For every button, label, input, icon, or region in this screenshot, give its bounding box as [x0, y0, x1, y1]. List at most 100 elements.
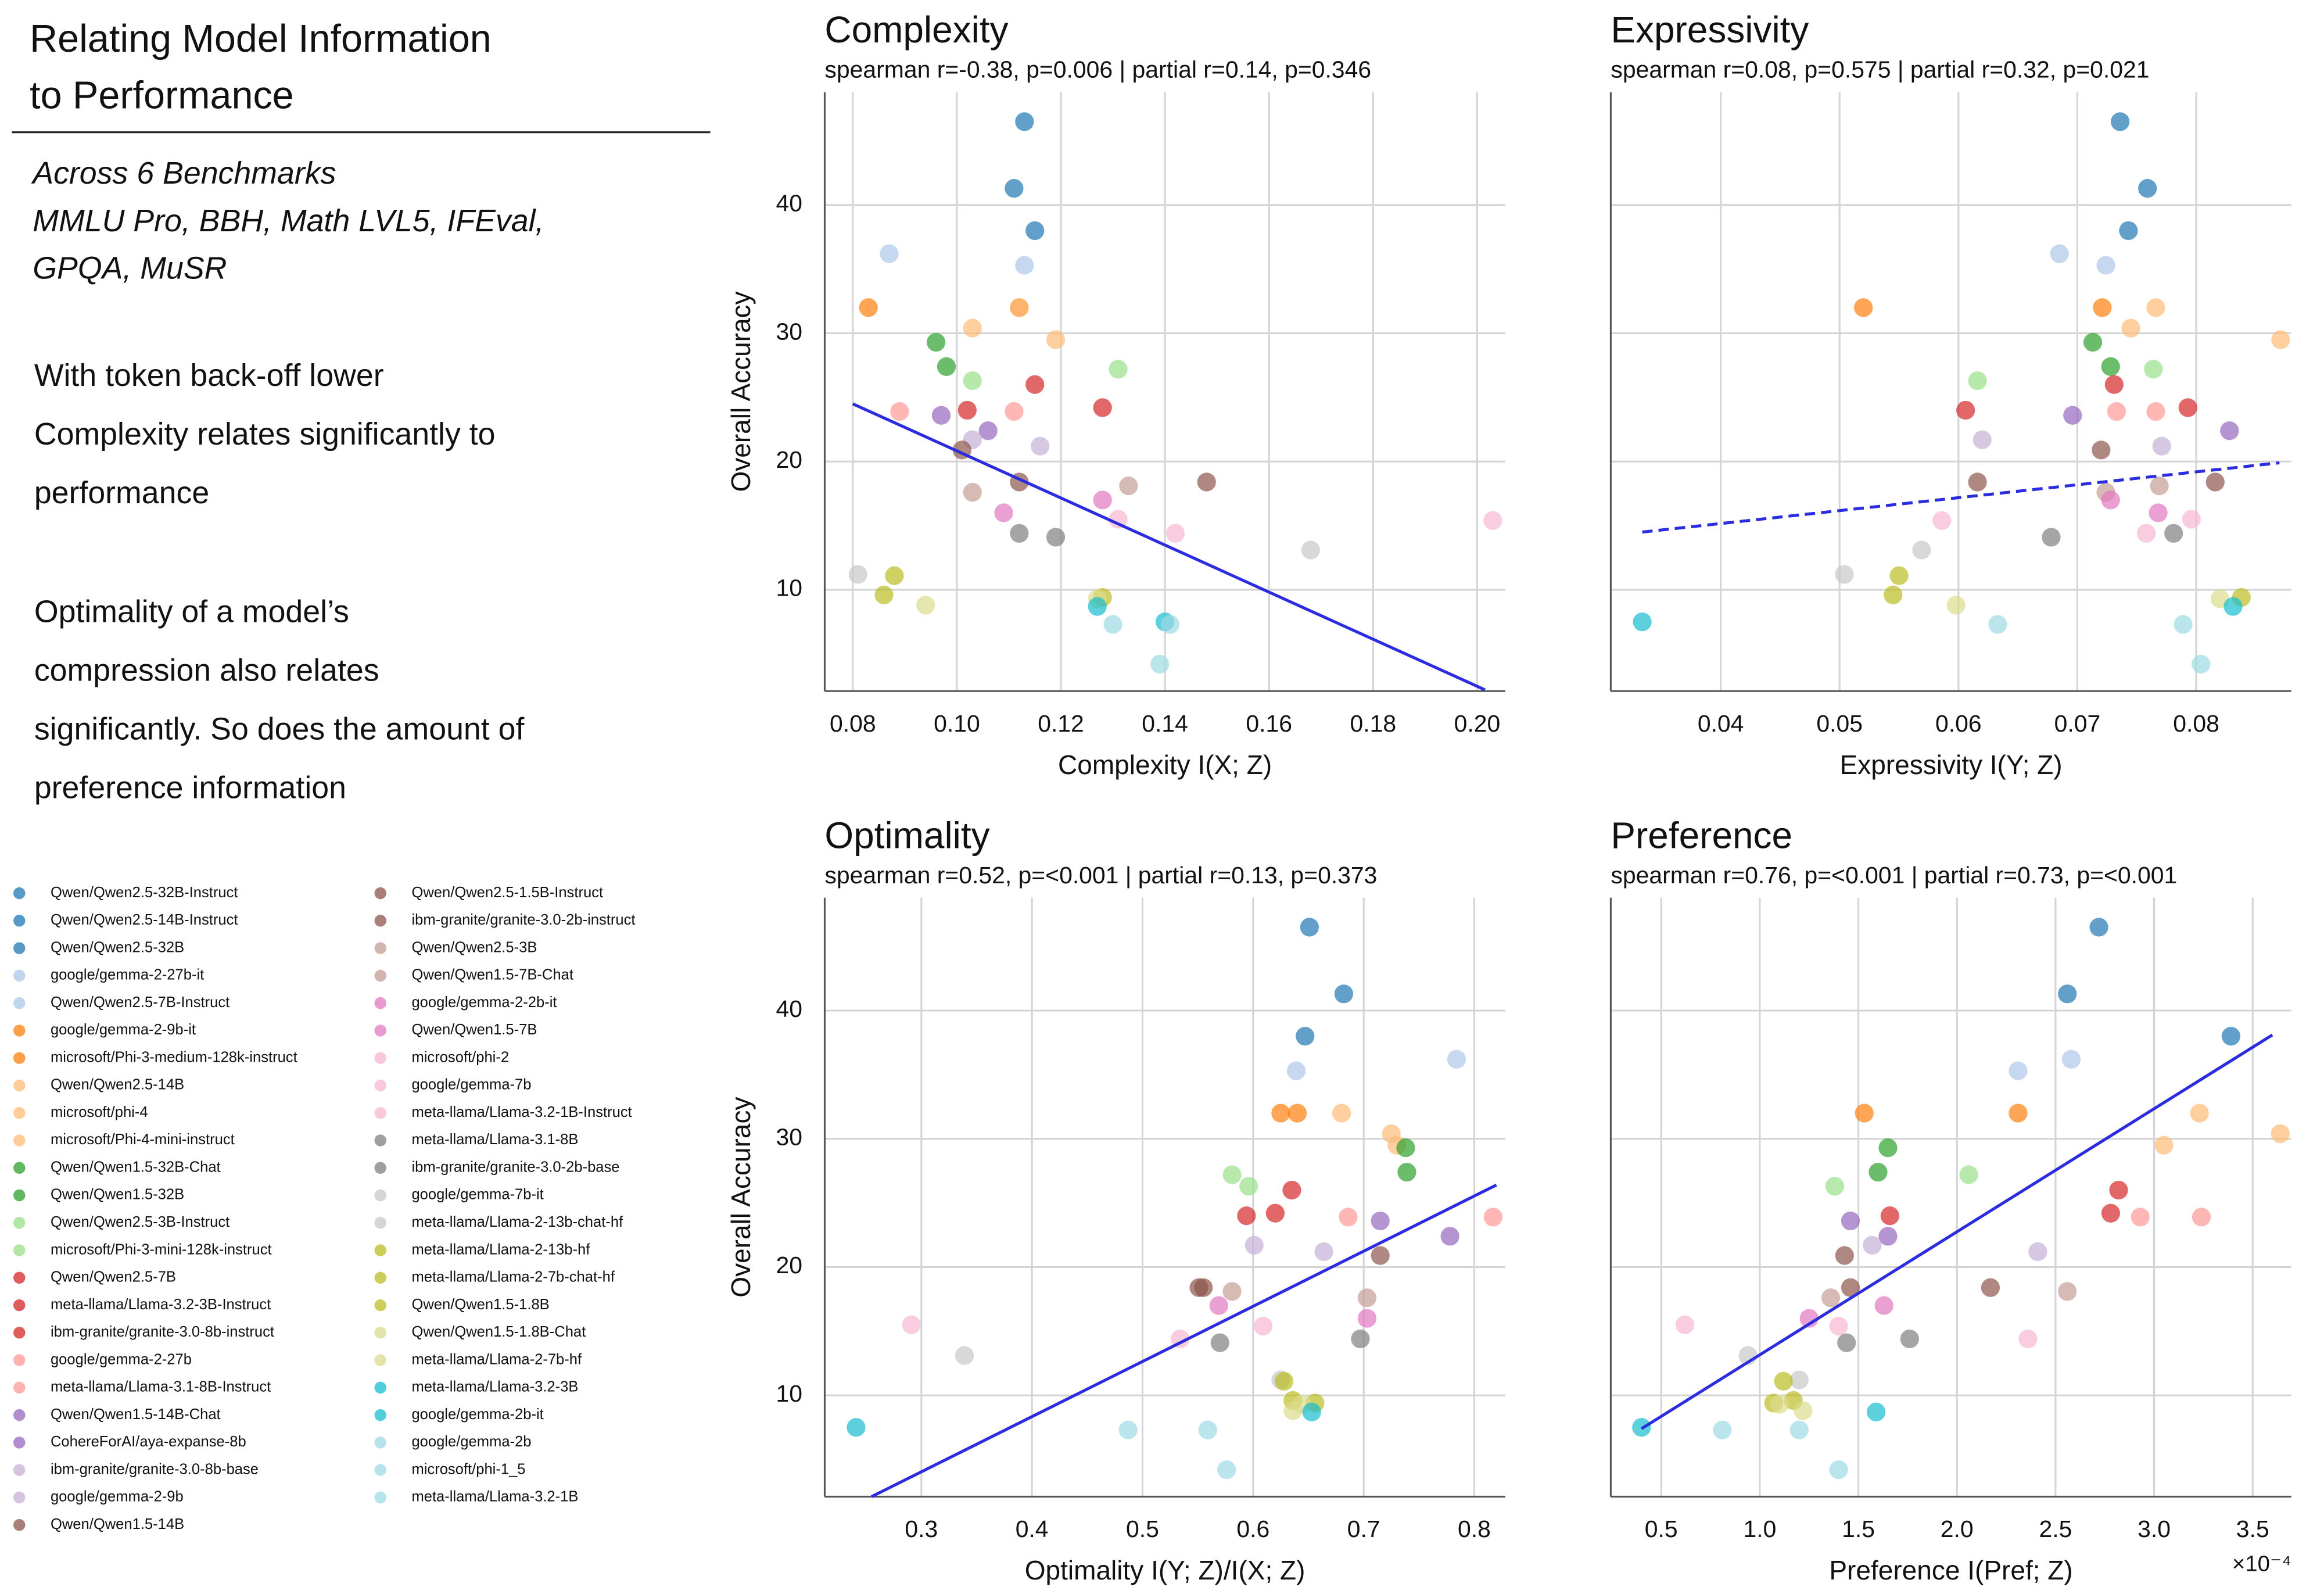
note-line: significantly. So does the amount of	[34, 712, 525, 747]
y-tick-label: 40	[776, 995, 803, 1022]
legend-marker	[13, 1189, 26, 1202]
note-line: Optimality of a model’s	[34, 594, 349, 629]
fit-line	[1642, 461, 2280, 534]
data-point	[2042, 528, 2061, 547]
legend-label: google/gemma-2-2b-it	[411, 994, 557, 1011]
legend-marker	[374, 1409, 386, 1421]
data-point	[2149, 503, 2168, 522]
legend-label: ibm-granite/granite-3.0-8b-instruct	[51, 1324, 274, 1340]
legend-label: Qwen/Qwen2.5-32B	[51, 939, 184, 955]
data-point	[2101, 1203, 2121, 1223]
data-point	[1829, 1460, 1848, 1480]
note-line: With token back-off lower	[34, 358, 384, 393]
x-tick-label: 3.0	[2137, 1516, 2171, 1542]
legend-marker	[13, 1354, 26, 1366]
legend-marker	[374, 1491, 386, 1504]
data-point	[1770, 1395, 1789, 1414]
data-point	[848, 565, 867, 584]
legend-label: microsoft/Phi-3-medium-128k-instruct	[51, 1049, 297, 1065]
data-point	[2220, 421, 2239, 440]
data-point	[1825, 1177, 1844, 1196]
legend-label: google/gemma-2-9b-it	[51, 1022, 196, 1038]
note-line: performance	[34, 475, 209, 510]
data-point	[1988, 615, 2007, 634]
legend-label: microsoft/phi-1_5	[411, 1461, 525, 1477]
x-tick-label: 3.5	[2236, 1516, 2269, 1542]
x-offset-label: ×10⁻⁴	[2232, 1551, 2291, 1576]
y-axis-label: Overall Accuracy	[726, 1097, 756, 1298]
chart-subtitle: spearman r=0.76, p=<0.001 | partial r=0.…	[1611, 862, 2177, 889]
legend-label: meta-llama/Llama-2-7b-chat-hf	[411, 1269, 615, 1285]
data-point	[1150, 654, 1170, 674]
data-point	[1880, 1206, 1899, 1226]
legend-marker	[13, 1079, 26, 1092]
data-point	[1210, 1333, 1229, 1352]
note-line: preference information	[34, 771, 346, 805]
data-point	[1274, 1371, 1294, 1391]
legend-marker	[13, 997, 26, 1009]
data-point	[2009, 1061, 2028, 1080]
legend-label: microsoft/Phi-3-mini-128k-instruct	[51, 1241, 272, 1258]
legend-marker	[13, 969, 26, 982]
x-tick-label: 0.08	[830, 710, 876, 737]
data-point	[2028, 1242, 2047, 1262]
legend-label: microsoft/phi-4	[51, 1104, 148, 1120]
legend-label: meta-llama/Llama-3.2-3B	[411, 1379, 578, 1395]
data-point	[890, 402, 909, 421]
data-point	[1265, 1203, 1285, 1223]
legend-marker	[374, 915, 386, 927]
legend-marker	[374, 1189, 386, 1202]
x-tick-label: 0.18	[1350, 710, 1397, 737]
data-point	[2182, 510, 2201, 529]
legend-label: meta-llama/Llama-3.2-1B-Instruct	[411, 1104, 632, 1120]
data-point	[963, 371, 982, 391]
data-point	[2144, 360, 2163, 379]
legend-marker	[374, 1025, 386, 1037]
chart-subtitle: spearman r=-0.38, p=0.006 | partial r=0.…	[824, 56, 1371, 83]
data-point	[1025, 375, 1045, 394]
data-point	[926, 332, 946, 352]
legend-label: Qwen/Qwen1.5-7B-Chat	[411, 967, 573, 983]
data-point	[2192, 654, 2211, 674]
legend-marker	[13, 1244, 26, 1256]
chart-subtitle: spearman r=0.08, p=0.575 | partial r=0.3…	[1611, 56, 2149, 83]
data-point	[1010, 524, 1029, 543]
x-tick-label: 0.14	[1142, 710, 1188, 737]
data-point	[1046, 528, 1066, 547]
data-point	[1314, 1242, 1333, 1262]
data-point	[1713, 1420, 1732, 1439]
data-point	[1357, 1309, 1376, 1328]
legend-label: microsoft/phi-2	[411, 1049, 509, 1065]
legend-marker	[374, 1217, 386, 1229]
data-point	[2083, 332, 2103, 352]
data-point	[885, 566, 904, 585]
y-tick-label: 10	[776, 1380, 803, 1407]
legend-marker	[374, 942, 386, 954]
x-tick-label: 0.4	[1016, 1516, 1049, 1542]
x-tick-label: 1.5	[1842, 1516, 1875, 1542]
chart-title: Preference	[1611, 814, 1792, 856]
data-point	[1197, 472, 1216, 492]
data-point	[2109, 1180, 2128, 1200]
data-point	[2190, 1104, 2209, 1123]
legend-marker	[374, 1244, 386, 1256]
data-point	[1031, 436, 1050, 456]
data-point	[1302, 1402, 1321, 1421]
data-point	[1198, 1420, 1217, 1439]
legend-label: Qwen/Qwen1.5-32B	[51, 1187, 184, 1203]
y-tick-label: 20	[776, 1252, 803, 1278]
data-point	[1863, 1235, 1882, 1255]
legend-label: google/gemma-2-9b	[51, 1489, 184, 1505]
data-point	[1005, 402, 1024, 421]
data-point	[963, 318, 982, 338]
legend-label: Qwen/Qwen2.5-7B	[51, 1269, 176, 1285]
data-point	[2110, 112, 2130, 131]
legend-label: meta-llama/Llama-3.1-8B	[411, 1131, 578, 1148]
data-point	[931, 406, 951, 425]
data-point	[2093, 298, 2112, 317]
legend-label: Qwen/Qwen1.5-14B-Chat	[51, 1406, 221, 1423]
data-point	[2137, 524, 2156, 543]
data-point	[1866, 1402, 1886, 1421]
y-tick-label: 40	[776, 190, 803, 217]
chart-title: Optimality	[824, 814, 989, 856]
